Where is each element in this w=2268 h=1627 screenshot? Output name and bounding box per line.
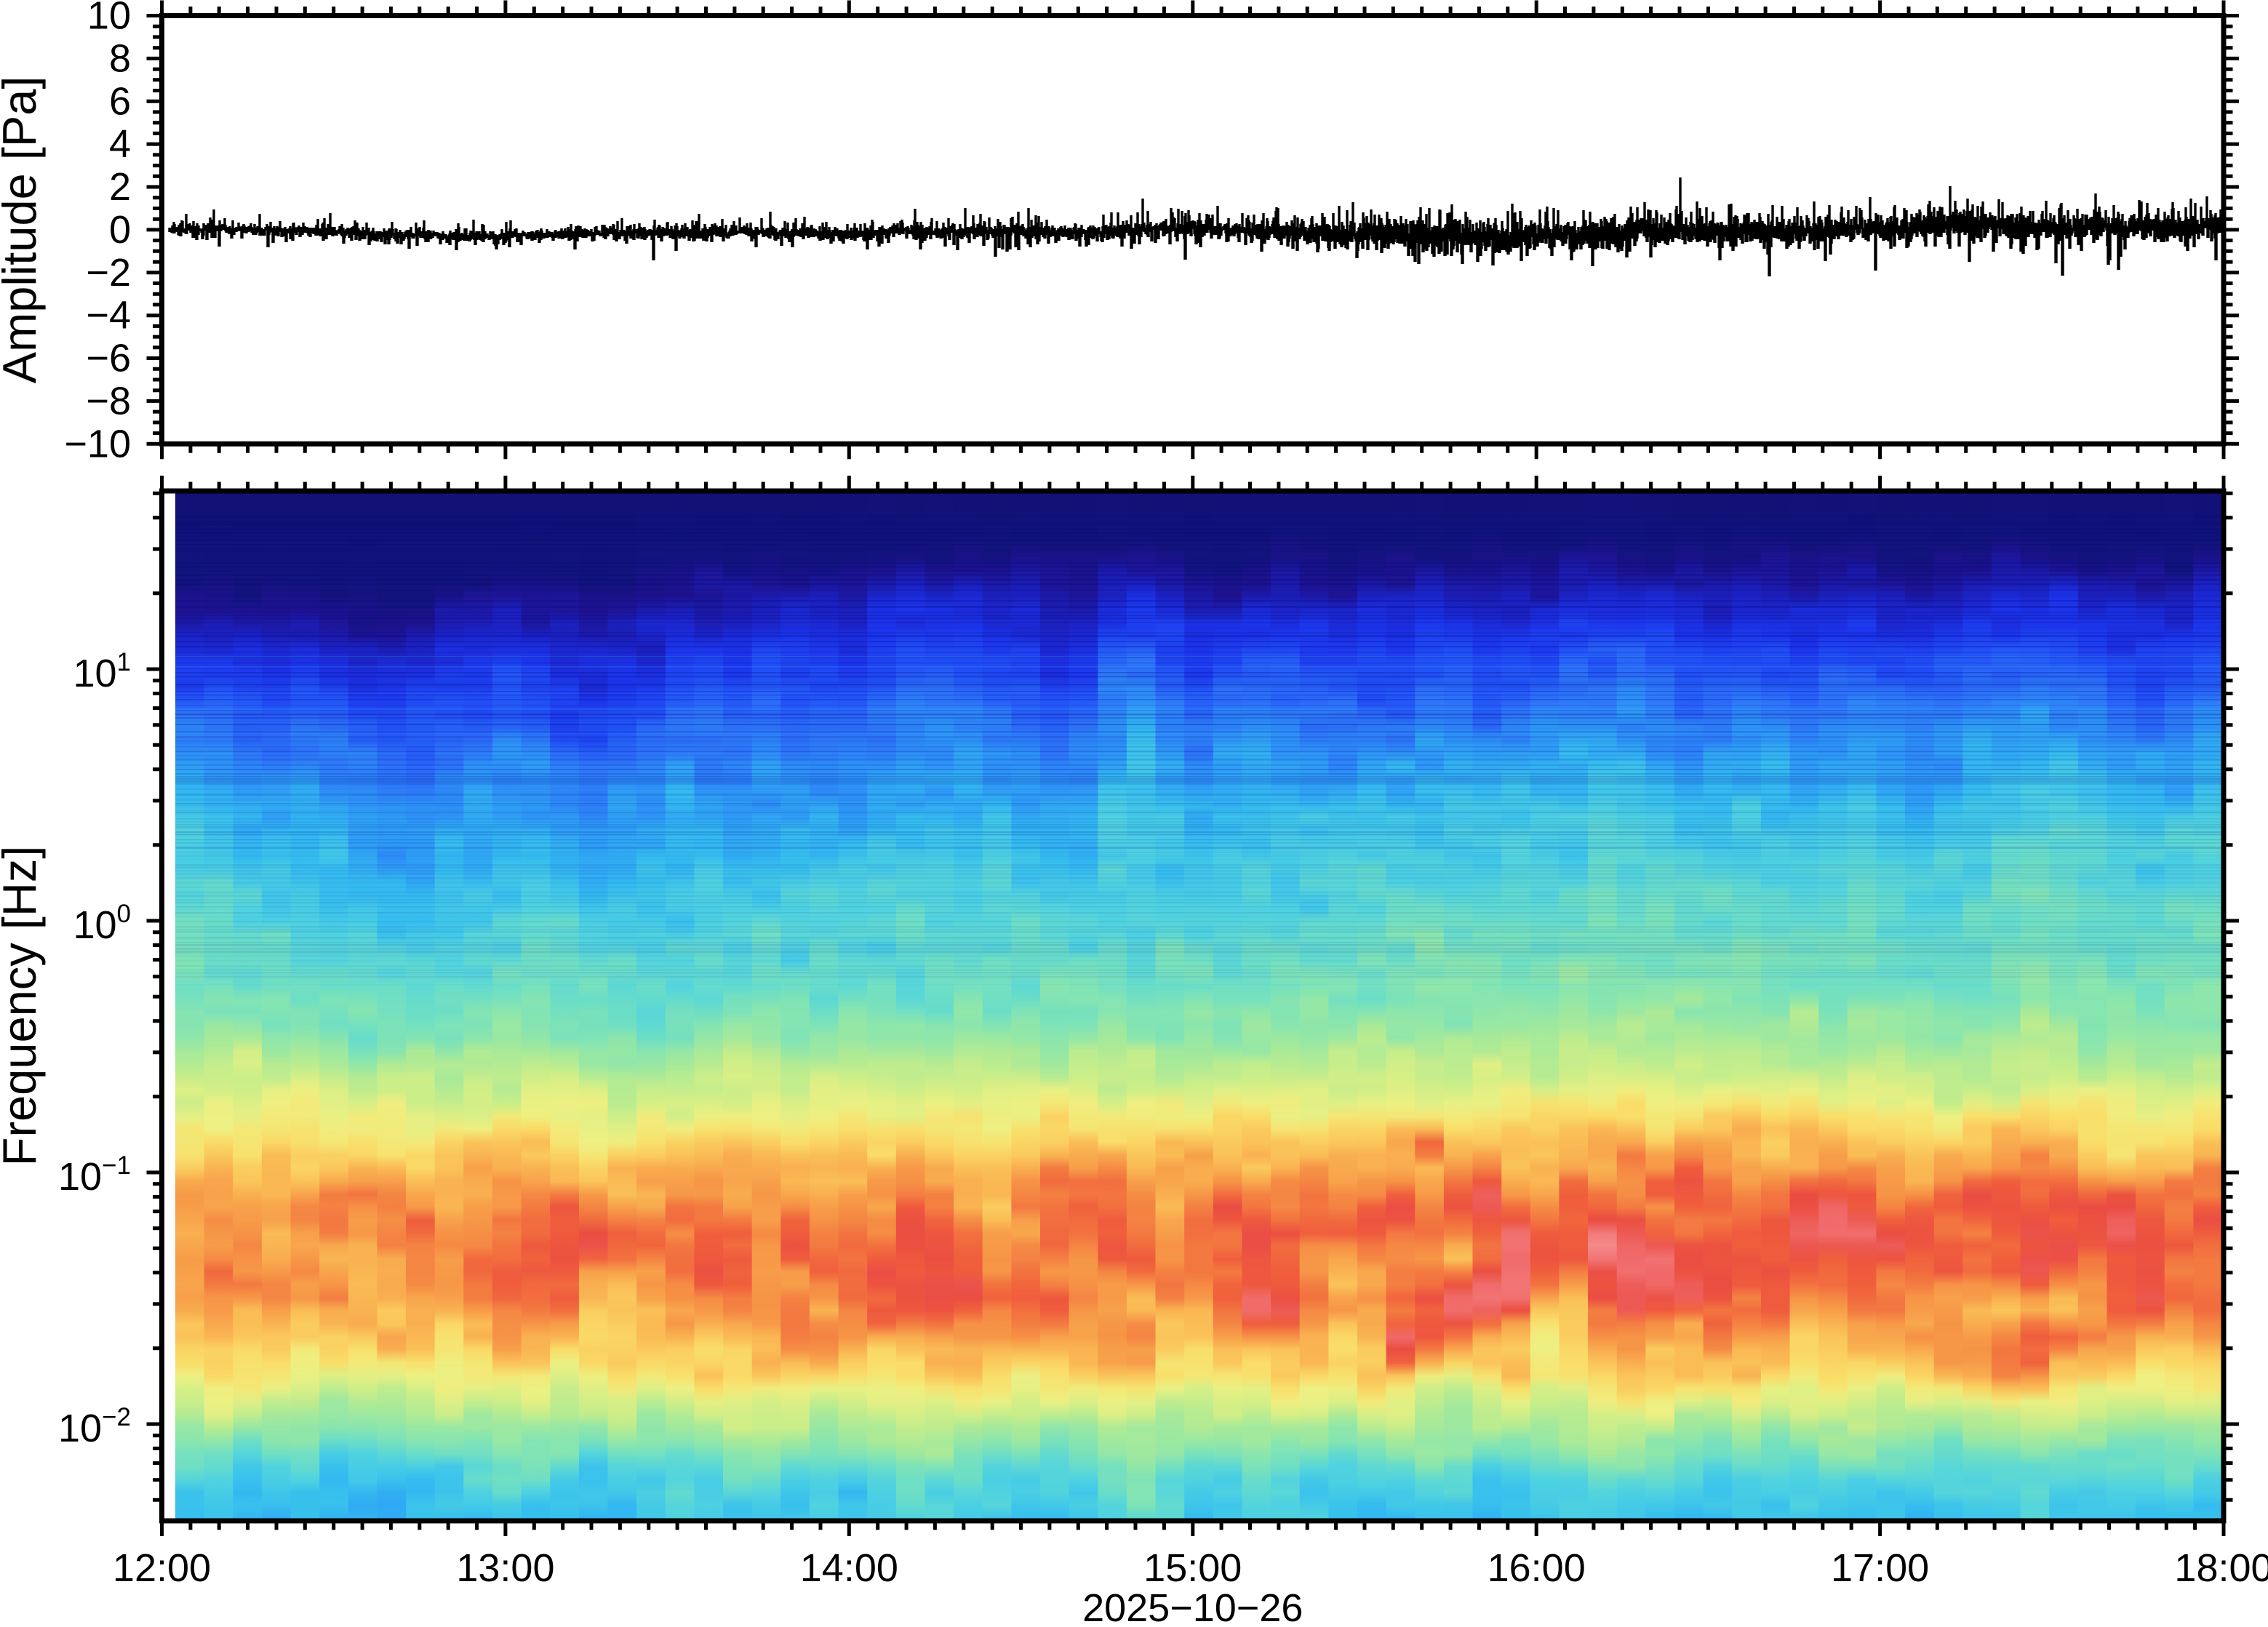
svg-text:6: 6 xyxy=(109,79,131,123)
svg-text:2: 2 xyxy=(109,165,131,209)
svg-text:13:00: 13:00 xyxy=(456,1546,554,1590)
svg-text:8: 8 xyxy=(109,36,131,80)
svg-text:0: 0 xyxy=(109,208,131,252)
svg-text:10: 10 xyxy=(87,0,131,38)
svg-text:15:00: 15:00 xyxy=(1143,1546,1242,1590)
svg-text:2025−10−26: 2025−10−26 xyxy=(1082,1586,1303,1623)
svg-text:18:00: 18:00 xyxy=(2174,1546,2268,1590)
svg-text:14:00: 14:00 xyxy=(800,1546,898,1590)
svg-text:−4: −4 xyxy=(86,294,131,337)
svg-text:10−2: 10−2 xyxy=(58,1403,131,1450)
svg-text:−2: −2 xyxy=(86,251,131,295)
svg-text:Frequency [Hz]: Frequency [Hz] xyxy=(0,846,46,1167)
svg-text:−8: −8 xyxy=(86,379,131,423)
svg-text:17:00: 17:00 xyxy=(1831,1546,1929,1590)
svg-text:4: 4 xyxy=(109,122,131,166)
svg-text:Amplitude [Pa]: Amplitude [Pa] xyxy=(0,76,46,384)
svg-text:12:00: 12:00 xyxy=(113,1546,211,1590)
svg-text:−6: −6 xyxy=(86,337,131,380)
svg-text:−10: −10 xyxy=(64,422,131,465)
svg-text:16:00: 16:00 xyxy=(1488,1546,1586,1590)
